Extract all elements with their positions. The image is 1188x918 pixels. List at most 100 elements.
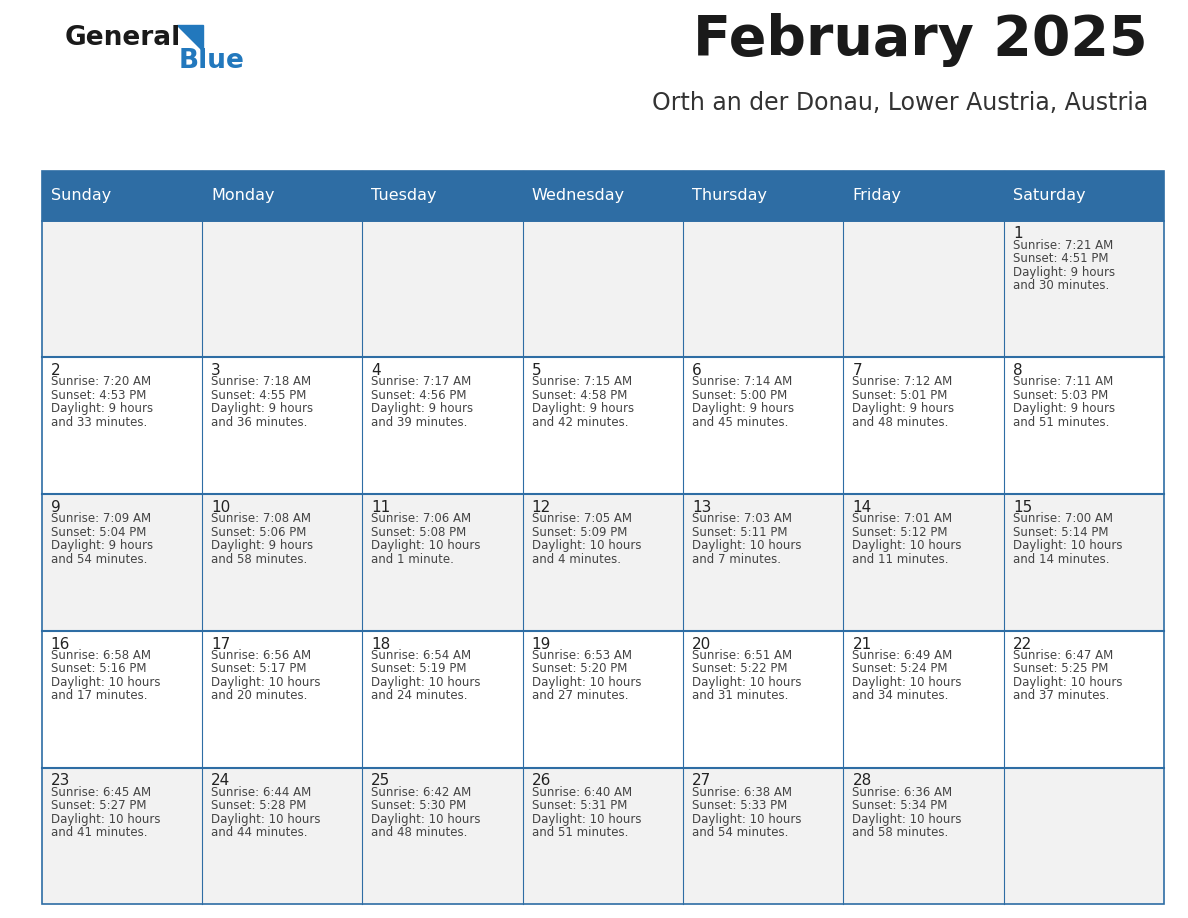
- Text: Sunrise: 7:12 AM: Sunrise: 7:12 AM: [853, 375, 953, 388]
- Text: Daylight: 10 hours: Daylight: 10 hours: [51, 676, 160, 688]
- Text: 23: 23: [51, 773, 70, 789]
- Text: and 51 minutes.: and 51 minutes.: [1013, 416, 1110, 429]
- Text: Daylight: 9 hours: Daylight: 9 hours: [1013, 402, 1116, 415]
- Text: Sunrise: 6:40 AM: Sunrise: 6:40 AM: [532, 786, 632, 799]
- Text: Sunrise: 7:01 AM: Sunrise: 7:01 AM: [853, 512, 953, 525]
- Text: Sunset: 5:00 PM: Sunset: 5:00 PM: [693, 389, 788, 402]
- Text: and 41 minutes.: and 41 minutes.: [51, 826, 147, 839]
- Text: Tuesday: Tuesday: [372, 188, 437, 203]
- Text: 11: 11: [372, 500, 391, 515]
- Text: 20: 20: [693, 637, 712, 652]
- Bar: [843, 357, 1004, 494]
- Text: Sunrise: 6:51 AM: Sunrise: 6:51 AM: [693, 649, 792, 662]
- Bar: [362, 171, 523, 220]
- Text: and 27 minutes.: and 27 minutes.: [532, 689, 628, 702]
- Text: Sunset: 5:25 PM: Sunset: 5:25 PM: [1013, 662, 1108, 676]
- Text: Sunrise: 7:06 AM: Sunrise: 7:06 AM: [372, 512, 472, 525]
- Text: and 11 minutes.: and 11 minutes.: [853, 553, 949, 565]
- Text: Daylight: 10 hours: Daylight: 10 hours: [372, 676, 481, 688]
- Text: and 7 minutes.: and 7 minutes.: [693, 553, 781, 565]
- Text: 24: 24: [211, 773, 230, 789]
- Text: and 42 minutes.: and 42 minutes.: [532, 416, 628, 429]
- Text: Daylight: 10 hours: Daylight: 10 hours: [1013, 676, 1123, 688]
- Text: Blue: Blue: [179, 48, 245, 74]
- Text: and 20 minutes.: and 20 minutes.: [211, 689, 308, 702]
- Bar: [202, 494, 362, 631]
- Text: Daylight: 9 hours: Daylight: 9 hours: [51, 402, 153, 415]
- Text: and 14 minutes.: and 14 minutes.: [1013, 553, 1110, 565]
- Text: Thursday: Thursday: [693, 188, 767, 203]
- Text: Daylight: 10 hours: Daylight: 10 hours: [693, 812, 802, 825]
- Text: Sunrise: 6:36 AM: Sunrise: 6:36 AM: [853, 786, 953, 799]
- Text: Sunset: 5:17 PM: Sunset: 5:17 PM: [211, 662, 307, 676]
- Text: Sunset: 5:20 PM: Sunset: 5:20 PM: [532, 662, 627, 676]
- Bar: [523, 767, 683, 904]
- Bar: [202, 220, 362, 357]
- Bar: [843, 220, 1004, 357]
- Bar: [1004, 171, 1164, 220]
- Text: Daylight: 10 hours: Daylight: 10 hours: [211, 812, 321, 825]
- Bar: [42, 494, 202, 631]
- Text: Sunrise: 6:54 AM: Sunrise: 6:54 AM: [372, 649, 472, 662]
- Text: Daylight: 9 hours: Daylight: 9 hours: [532, 402, 634, 415]
- Text: Sunset: 5:33 PM: Sunset: 5:33 PM: [693, 799, 788, 812]
- Text: Sunset: 5:03 PM: Sunset: 5:03 PM: [1013, 389, 1108, 402]
- Text: and 36 minutes.: and 36 minutes.: [211, 416, 308, 429]
- Text: and 17 minutes.: and 17 minutes.: [51, 689, 147, 702]
- Text: and 58 minutes.: and 58 minutes.: [211, 553, 308, 565]
- Text: Sunrise: 7:18 AM: Sunrise: 7:18 AM: [211, 375, 311, 388]
- Bar: [42, 171, 202, 220]
- Text: 10: 10: [211, 500, 230, 515]
- Text: 3: 3: [211, 364, 221, 378]
- Text: Daylight: 10 hours: Daylight: 10 hours: [372, 812, 481, 825]
- Text: Wednesday: Wednesday: [532, 188, 625, 203]
- Text: and 54 minutes.: and 54 minutes.: [51, 553, 147, 565]
- Bar: [683, 171, 843, 220]
- Bar: [1004, 220, 1164, 357]
- Text: 25: 25: [372, 773, 391, 789]
- Text: Sunset: 4:51 PM: Sunset: 4:51 PM: [1013, 252, 1108, 265]
- Text: Sunset: 5:09 PM: Sunset: 5:09 PM: [532, 526, 627, 539]
- Text: 22: 22: [1013, 637, 1032, 652]
- Text: 9: 9: [51, 500, 61, 515]
- Text: Daylight: 10 hours: Daylight: 10 hours: [853, 812, 962, 825]
- Text: Daylight: 10 hours: Daylight: 10 hours: [532, 812, 642, 825]
- Text: Daylight: 10 hours: Daylight: 10 hours: [532, 676, 642, 688]
- Text: Sunset: 5:01 PM: Sunset: 5:01 PM: [853, 389, 948, 402]
- Text: 1: 1: [1013, 227, 1023, 241]
- Text: Sunrise: 7:14 AM: Sunrise: 7:14 AM: [693, 375, 792, 388]
- Text: Sunset: 5:30 PM: Sunset: 5:30 PM: [372, 799, 467, 812]
- Bar: [523, 171, 683, 220]
- Text: and 31 minutes.: and 31 minutes.: [693, 689, 789, 702]
- Bar: [523, 631, 683, 767]
- Text: Daylight: 10 hours: Daylight: 10 hours: [693, 676, 802, 688]
- Bar: [362, 631, 523, 767]
- Text: Sunrise: 7:09 AM: Sunrise: 7:09 AM: [51, 512, 151, 525]
- Bar: [843, 631, 1004, 767]
- Text: Sunrise: 7:00 AM: Sunrise: 7:00 AM: [1013, 512, 1113, 525]
- Bar: [362, 357, 523, 494]
- Text: and 48 minutes.: and 48 minutes.: [372, 826, 468, 839]
- Bar: [843, 171, 1004, 220]
- Bar: [1004, 631, 1164, 767]
- Text: 17: 17: [211, 637, 230, 652]
- Text: 2: 2: [51, 364, 61, 378]
- Text: Sunset: 5:28 PM: Sunset: 5:28 PM: [211, 799, 307, 812]
- Bar: [683, 631, 843, 767]
- Text: 7: 7: [853, 364, 862, 378]
- Text: Sunrise: 7:08 AM: Sunrise: 7:08 AM: [211, 512, 311, 525]
- Text: 8: 8: [1013, 364, 1023, 378]
- Text: Sunset: 5:11 PM: Sunset: 5:11 PM: [693, 526, 788, 539]
- Text: Saturday: Saturday: [1013, 188, 1086, 203]
- Text: Sunset: 5:22 PM: Sunset: 5:22 PM: [693, 662, 788, 676]
- Text: Sunrise: 6:58 AM: Sunrise: 6:58 AM: [51, 649, 151, 662]
- Polygon shape: [177, 25, 203, 50]
- Text: Sunrise: 6:45 AM: Sunrise: 6:45 AM: [51, 786, 151, 799]
- Text: 14: 14: [853, 500, 872, 515]
- Text: Sunrise: 6:38 AM: Sunrise: 6:38 AM: [693, 786, 792, 799]
- Text: and 45 minutes.: and 45 minutes.: [693, 416, 789, 429]
- Text: Sunrise: 7:15 AM: Sunrise: 7:15 AM: [532, 375, 632, 388]
- Text: Sunset: 4:56 PM: Sunset: 4:56 PM: [372, 389, 467, 402]
- Text: Sunrise: 7:17 AM: Sunrise: 7:17 AM: [372, 375, 472, 388]
- Text: Sunrise: 7:11 AM: Sunrise: 7:11 AM: [1013, 375, 1113, 388]
